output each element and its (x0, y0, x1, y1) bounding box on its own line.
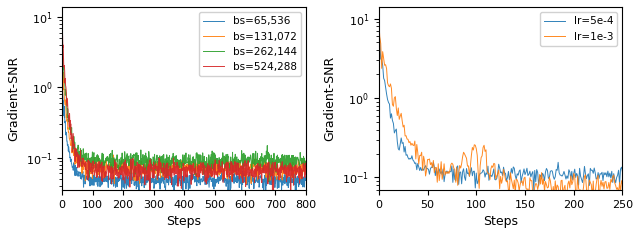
bs=131,072 (300, 165, 308, 168)
bs=65,536 (123, 187, 131, 190)
bs=65,536 (58, 78, 66, 81)
bs=65,536 (94, 185, 102, 188)
lr=5e-4 (530, 188, 538, 191)
Y-axis label: Gradient-SNR: Gradient-SNR (7, 56, 20, 141)
lr=1e-3 (540, 177, 547, 180)
bs=65,536 (170, 194, 178, 197)
Line: bs=262,144: bs=262,144 (62, 39, 306, 182)
bs=65,536 (170, 183, 177, 185)
lr=1e-3 (470, 143, 478, 146)
lr=5e-4 (541, 179, 548, 182)
Legend: lr=5e-4, lr=1e-3: lr=5e-4, lr=1e-3 (540, 12, 618, 46)
lr=1e-3 (486, 178, 493, 181)
bs=524,288 (302, 173, 310, 176)
lr=1e-3 (375, 18, 383, 20)
Line: bs=65,536: bs=65,536 (62, 80, 306, 196)
lr=5e-4 (486, 175, 493, 177)
bs=65,536 (92, 180, 99, 183)
bs=524,288 (94, 170, 102, 173)
bs=131,072 (213, 159, 221, 162)
bs=262,144 (265, 180, 273, 183)
lr=1e-3 (558, 179, 566, 182)
lr=1e-3 (595, 204, 603, 207)
bs=262,144 (58, 37, 66, 40)
lr=1e-3 (519, 184, 527, 187)
bs=131,072 (92, 167, 99, 169)
X-axis label: Steps: Steps (483, 215, 518, 228)
Y-axis label: Gradient-SNR: Gradient-SNR (323, 56, 337, 141)
bs=65,536 (300, 182, 308, 185)
lr=5e-4 (375, 27, 383, 30)
bs=65,536 (302, 174, 310, 177)
bs=524,288 (269, 198, 277, 201)
bs=131,072 (94, 169, 102, 172)
bs=262,144 (123, 154, 131, 157)
lr=1e-3 (522, 187, 530, 190)
Line: bs=524,288: bs=524,288 (62, 30, 306, 200)
lr=1e-3 (619, 183, 627, 186)
bs=524,288 (123, 174, 131, 176)
bs=131,072 (123, 164, 131, 167)
bs=262,144 (302, 162, 310, 165)
bs=131,072 (170, 169, 177, 172)
Line: lr=5e-4: lr=5e-4 (379, 28, 623, 190)
Line: lr=1e-3: lr=1e-3 (379, 19, 623, 205)
bs=262,144 (92, 156, 99, 159)
bs=131,072 (58, 64, 66, 67)
X-axis label: Steps: Steps (166, 215, 202, 228)
bs=131,072 (302, 172, 310, 175)
bs=524,288 (170, 168, 177, 170)
bs=524,288 (92, 169, 99, 172)
bs=524,288 (212, 170, 220, 173)
lr=5e-4 (519, 172, 527, 175)
bs=262,144 (212, 160, 220, 163)
bs=524,288 (300, 163, 308, 166)
bs=262,144 (94, 158, 102, 161)
lr=5e-4 (619, 171, 627, 173)
bs=262,144 (170, 152, 177, 155)
Line: bs=131,072: bs=131,072 (62, 65, 306, 184)
bs=131,072 (136, 182, 143, 185)
bs=65,536 (213, 181, 221, 184)
lr=5e-4 (522, 171, 530, 173)
lr=5e-4 (470, 170, 478, 173)
bs=262,144 (300, 164, 308, 167)
Legend: bs=65,536, bs=131,072, bs=262,144, bs=524,288: bs=65,536, bs=131,072, bs=262,144, bs=52… (199, 12, 301, 76)
bs=524,288 (58, 29, 66, 31)
lr=5e-4 (559, 173, 567, 176)
